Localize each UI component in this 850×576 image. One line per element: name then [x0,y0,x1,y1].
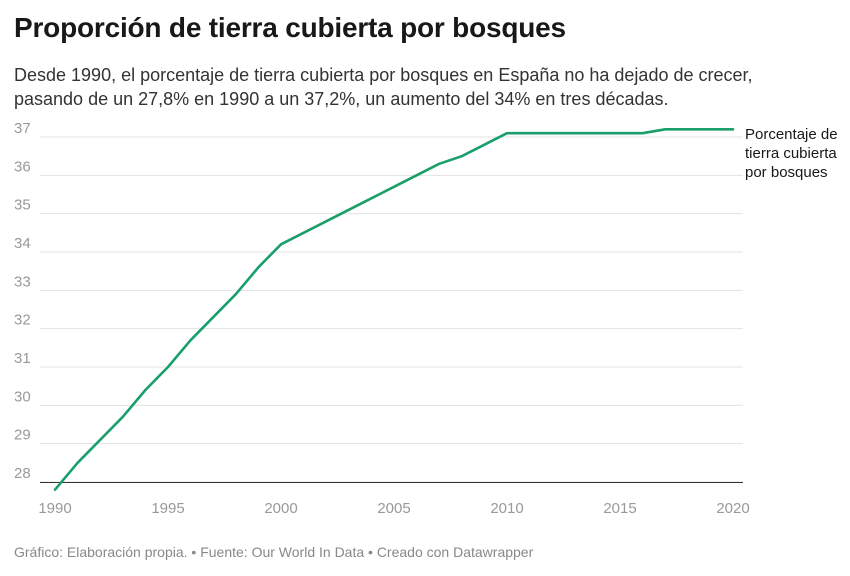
y-tick-label: 32 [14,312,31,329]
y-tick-label: 28 [14,465,31,482]
y-tick-label: 29 [14,427,31,444]
y-axis-ticks: 28 29 30 31 32 33 34 35 36 37 [14,120,31,482]
data-point [506,132,508,134]
data-point [529,132,531,134]
x-tick-label: 2010 [490,500,523,517]
data-point [122,416,124,418]
data-point [99,439,101,441]
data-point [438,163,440,165]
series-lines [53,128,735,491]
data-point [144,389,146,391]
x-tick-label: 2020 [716,500,749,517]
data-point [596,132,598,134]
data-point [461,155,463,157]
gridlines [40,136,743,483]
data-point [732,128,734,130]
y-tick-label: 37 [14,120,31,137]
data-point [190,339,192,341]
data-point [325,220,327,222]
data-point [664,128,666,130]
x-tick-label: 1995 [151,500,184,517]
y-tick-label: 33 [14,273,31,290]
data-point [551,132,553,134]
y-tick-label: 35 [14,197,31,214]
data-point [687,128,689,130]
data-point [574,132,576,134]
data-point [483,144,485,146]
y-tick-label: 34 [14,235,31,252]
series-line [53,128,735,491]
data-point [77,462,79,464]
y-tick-label: 31 [14,350,31,367]
data-point [235,293,237,295]
data-point [619,132,621,134]
data-point [709,128,711,130]
x-axis-ticks: 1990 1995 2000 2005 2010 2015 2020 [38,500,749,517]
chart-footer: Gráfico: Elaboración propia. • Fuente: O… [14,544,534,560]
chart-title: Proporción de tierra cubierta por bosque… [14,12,566,43]
x-tick-label: 2005 [377,500,410,517]
data-point [280,243,282,245]
data-point [303,232,305,234]
x-tick-label: 1990 [38,500,71,517]
y-tick-label: 36 [14,158,31,175]
data-point [393,186,395,188]
data-point [416,174,418,176]
chart-subtitle: Desde 1990, el porcentaje de tierra cubi… [14,65,753,109]
x-tick-label: 2000 [264,500,297,517]
data-point [642,132,644,134]
data-point [257,266,259,268]
data-point [167,366,169,368]
series-label: Porcentaje de tierra cubierta por bosque… [745,126,838,181]
data-point [212,316,214,318]
data-point [348,209,350,211]
y-tick-label: 30 [14,388,31,405]
x-tick-label: 2015 [603,500,636,517]
data-point [54,489,56,491]
data-point [370,197,372,199]
